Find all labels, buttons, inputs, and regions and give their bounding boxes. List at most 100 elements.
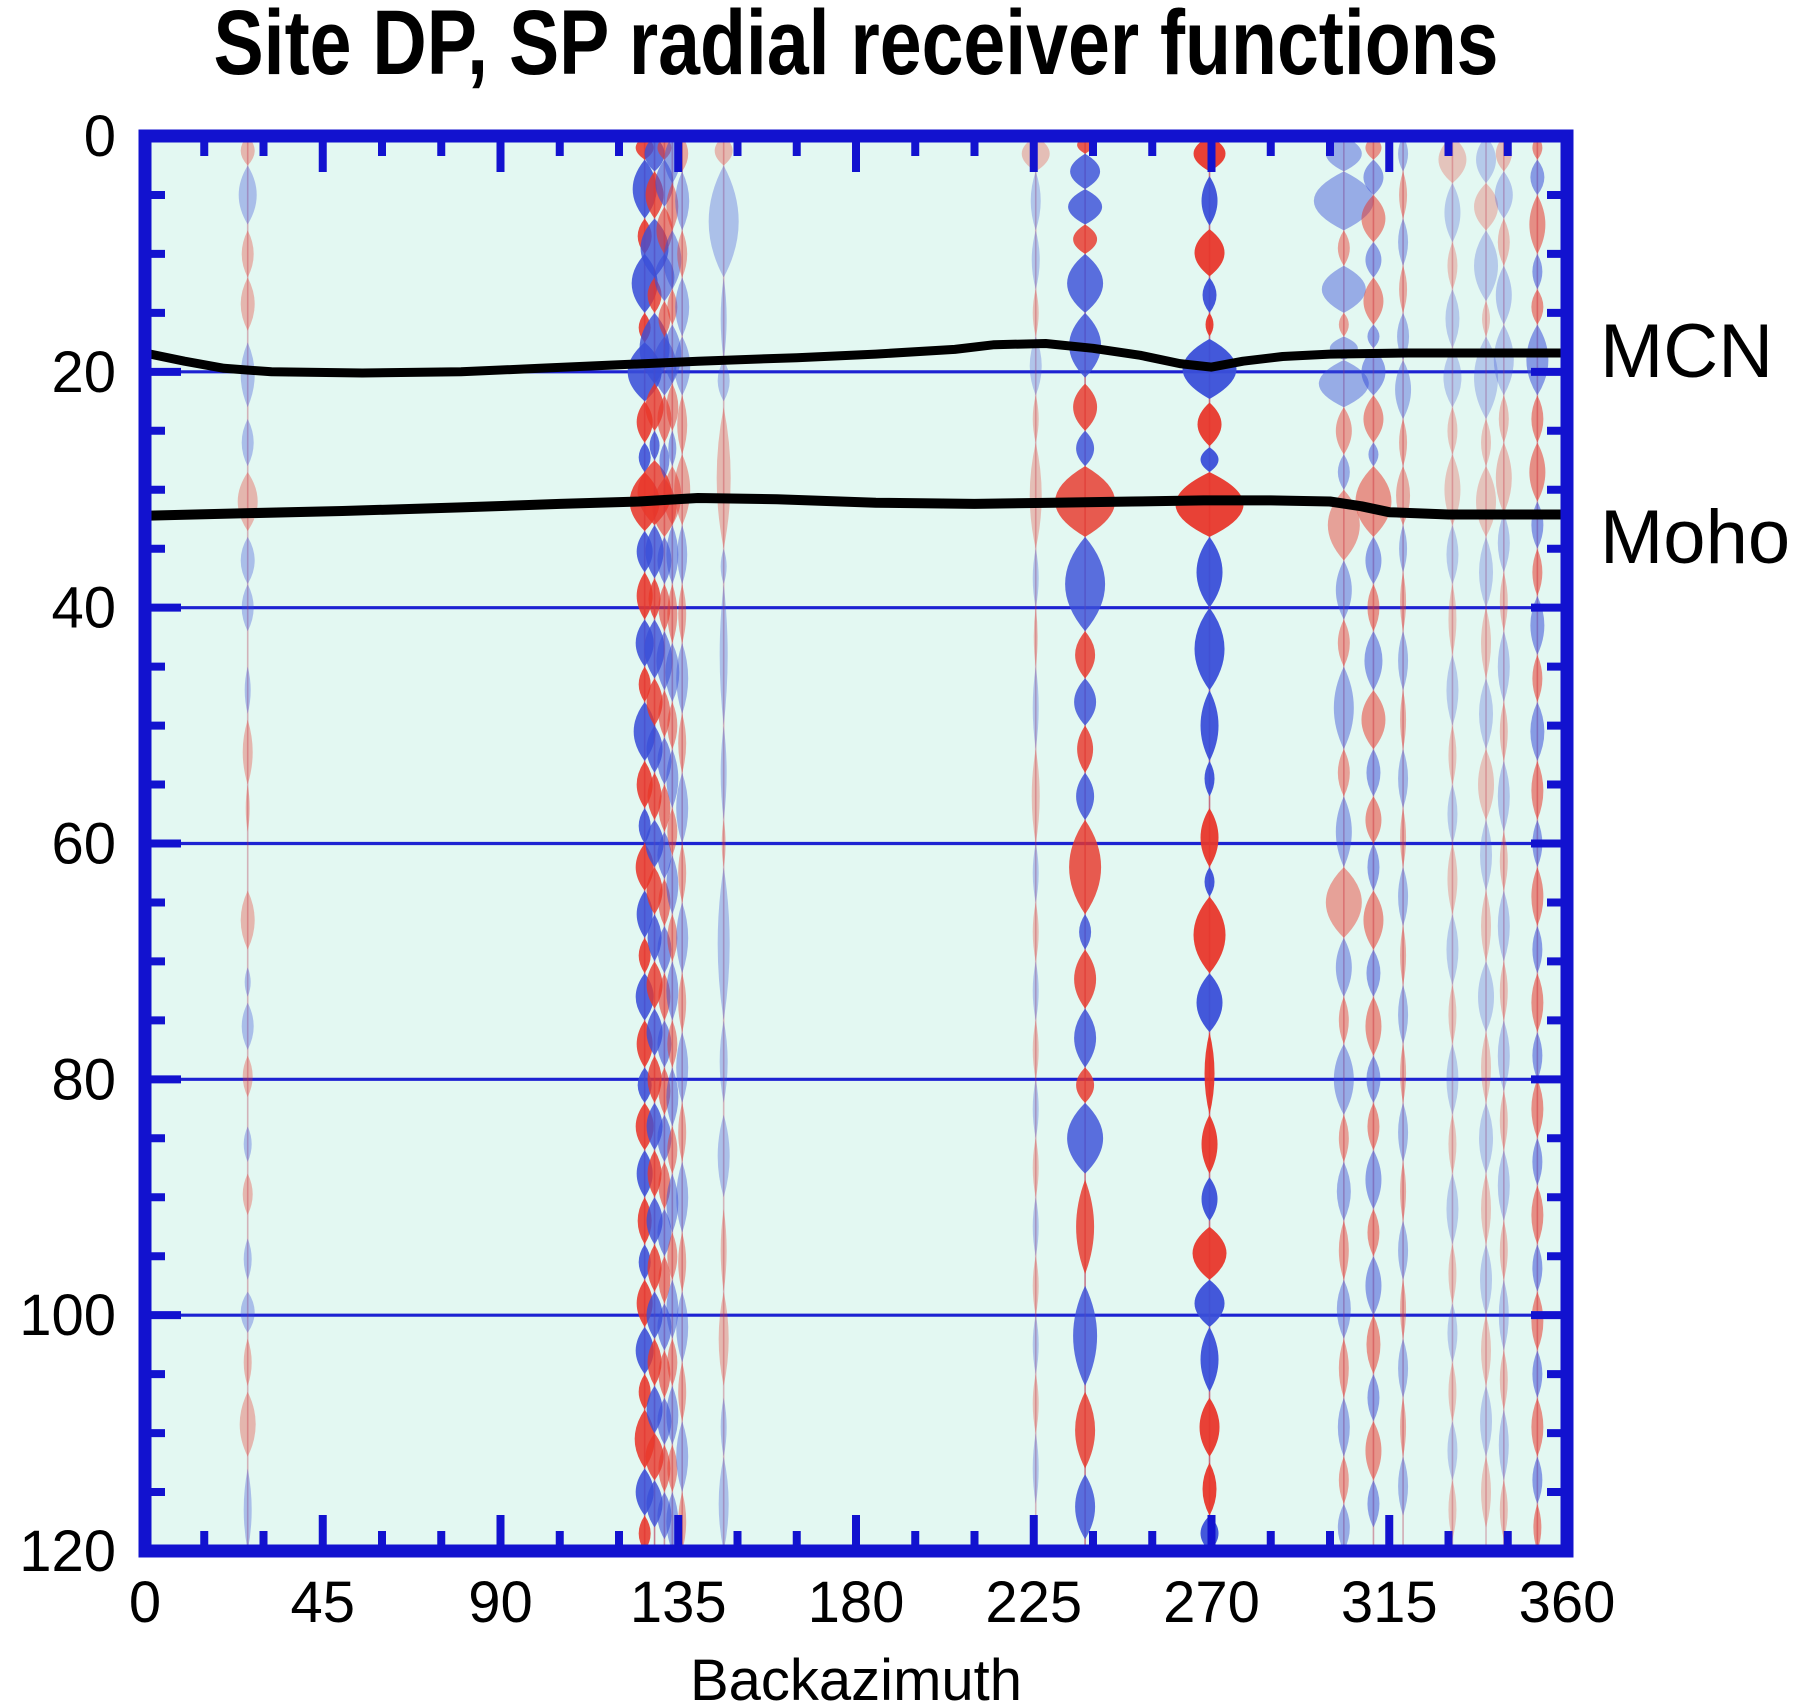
wiggle-lobe <box>243 1468 252 1551</box>
wiggle-lobe <box>1337 454 1350 490</box>
wiggle-lobe <box>1363 395 1384 443</box>
wiggle-lobe <box>244 666 251 714</box>
wiggle-lobe <box>666 961 679 1021</box>
wiggle-lobe <box>658 1256 671 1304</box>
wiggle-lobe <box>720 548 727 585</box>
rf-trace <box>1313 136 1374 1551</box>
wiggle-lobe <box>1200 447 1219 473</box>
wiggle-lobe <box>1447 1421 1458 1481</box>
wiggle-lobe <box>240 536 255 585</box>
wiggle-lobe <box>238 165 257 225</box>
wiggle-lobe <box>1448 1362 1457 1422</box>
wiggle-lobe <box>1365 1256 1382 1316</box>
wiggle-lobe <box>1361 194 1386 243</box>
wiggle-lobe <box>1202 277 1217 313</box>
wiggle-lobe <box>1031 749 1040 844</box>
wiggle-lobe <box>1498 395 1509 443</box>
wiggle-lobe <box>1481 1315 1492 1386</box>
wiggle-lobe <box>1337 1397 1350 1457</box>
wiggle-lobe <box>1400 572 1407 632</box>
wiggle-lobe <box>1399 171 1408 219</box>
rf-trace <box>1493 136 1514 1551</box>
wiggle-lobe <box>721 819 726 868</box>
wiggle-lobe <box>1398 1102 1409 1162</box>
wiggle-lobe <box>1338 1338 1349 1398</box>
wiggle-lobe <box>1335 796 1352 868</box>
wiggle-lobe <box>666 1385 679 1445</box>
wiggle-lobe <box>1075 1391 1096 1469</box>
wiggle-lobe <box>241 1002 254 1050</box>
wiggle-lobe <box>1365 996 1382 1056</box>
x-axis-tick-label: 225 <box>985 1570 1082 1635</box>
wiggle-lobe <box>638 1515 651 1551</box>
wiggle-lobe <box>1200 808 1219 868</box>
wiggle-lobe <box>1398 867 1409 927</box>
wiggle-lobe <box>1447 784 1458 844</box>
wiggle-lobe <box>1318 360 1369 408</box>
wiggle-lobe <box>1366 1055 1381 1103</box>
wiggle-lobe <box>1337 619 1350 667</box>
wiggle-lobe <box>1313 171 1374 231</box>
wiggle-lobe <box>1445 289 1460 349</box>
wiggle-lobe <box>719 584 728 726</box>
y-axis-tick-label: 120 <box>19 1519 116 1584</box>
wiggle-lobe <box>1079 914 1092 950</box>
wiggle-lobe <box>1448 985 1457 1044</box>
wiggle-lobe <box>1530 159 1545 195</box>
wiggle-lobe <box>1032 289 1039 337</box>
wiggle-lobe <box>1499 1480 1508 1540</box>
wiggle-lobe <box>717 1114 730 1198</box>
wiggle-lobe <box>716 407 731 549</box>
wiggle-lobe <box>1365 796 1382 844</box>
wiggle-lobe <box>245 784 250 832</box>
wiggle-lobe <box>1338 1456 1349 1504</box>
wiggle-lobe <box>1355 466 1392 537</box>
wiggle-lobe <box>1531 1079 1544 1139</box>
wiggle-lobe <box>1395 360 1412 419</box>
wiggle-lobe <box>1481 607 1492 679</box>
wiggle-lobe <box>1532 1138 1543 1186</box>
wiggle-lobe <box>649 430 660 461</box>
wiggle-lobe <box>1532 1032 1543 1080</box>
y-axis-tick-label: 40 <box>51 576 116 641</box>
wiggle-lobe <box>1481 1173 1492 1245</box>
wiggle-lobe <box>1532 548 1543 596</box>
wiggle-lobe <box>239 1391 256 1457</box>
rf-trace <box>1055 136 1116 1551</box>
wiggle-lobe <box>666 383 679 431</box>
wiggle-lobe <box>1335 937 1352 997</box>
x-axis-tick-label: 180 <box>808 1570 905 1635</box>
wiggle-lobe <box>1365 242 1382 278</box>
wiggle-lobe <box>1532 1244 1543 1292</box>
axes-layer <box>138 129 1574 1558</box>
wiggle-lobe <box>1338 1114 1349 1162</box>
wiggle-lobe <box>1337 749 1350 797</box>
wiggle-lobe <box>1497 1020 1510 1092</box>
wiggle-lobe <box>1479 678 1494 750</box>
x-axis-tick-label: 360 <box>1519 1570 1616 1635</box>
wiggle-lobe <box>657 1020 672 1068</box>
wiggle-lobe <box>1368 442 1379 467</box>
wiggle-lobe <box>1474 230 1499 302</box>
wiggle-lobe <box>1032 1374 1039 1434</box>
rf-trace <box>1438 136 1467 1551</box>
wiggle-lobe <box>1192 1226 1227 1280</box>
wiggle-lobe <box>1529 194 1546 254</box>
wiggle-lobe <box>240 1291 255 1333</box>
wiggle-lobe <box>240 890 255 950</box>
rf-trace <box>674 136 691 1551</box>
wiggle-lobe <box>1032 843 1039 903</box>
wiggle-lobe <box>667 914 678 962</box>
wiggle-lobe <box>1074 1008 1097 1068</box>
wiggle-lobe <box>1367 843 1380 891</box>
wiggle-lobe <box>678 973 687 1033</box>
wiggle-lobe <box>1338 312 1349 337</box>
wiggle-lobe <box>667 1338 678 1386</box>
wiggle-lobe <box>1196 973 1223 1033</box>
wiggle-lobe <box>638 937 651 974</box>
wiggle-lobe <box>1531 289 1544 325</box>
y-axis-tick-label: 0 <box>84 104 116 169</box>
wiggle-lobe <box>666 1067 679 1127</box>
wiggle-lobe <box>1367 1209 1380 1257</box>
wiggle-lobe <box>1498 1409 1509 1481</box>
